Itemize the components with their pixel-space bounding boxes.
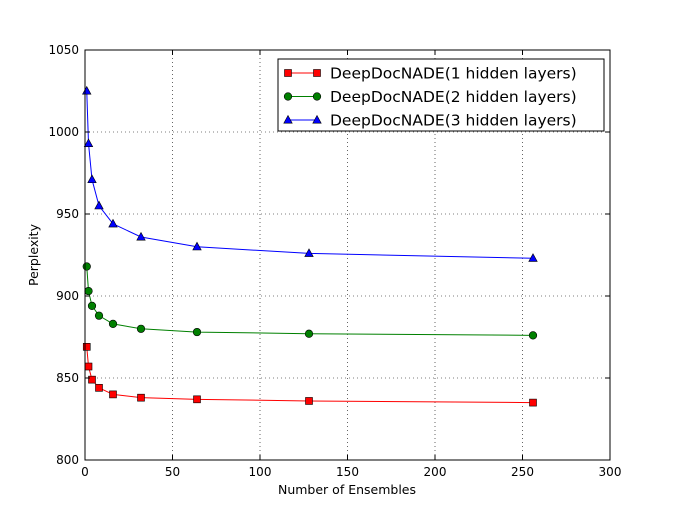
legend-label: DeepDocNADE(1 hidden layers) [330,65,577,83]
y-tick-label: 800 [56,453,79,467]
data-point [108,319,118,328]
data-point [529,398,537,407]
x-tick-label: 100 [249,465,272,479]
data-point [192,327,202,337]
data-point [94,311,104,320]
legend-marker [284,69,292,77]
y-tick-label: 900 [56,289,79,303]
x-tick-label: 50 [165,465,180,479]
legend: DeepDocNADE(1 hidden layers) DeepDocNADE(… [277,58,605,132]
legend-label: DeepDocNADE(2 hidden layers) [330,88,577,106]
data-point [94,200,104,210]
data-point [87,301,97,310]
x-tick-label: 0 [81,465,89,479]
legend-box [277,58,605,132]
data-point [137,393,145,402]
legend-entry-1: DeepDocNADE(1 hidden layers) [284,65,577,83]
series-3 [82,85,538,262]
data-point [87,174,97,184]
data-point [304,248,314,257]
x-tick-label: 250 [511,465,534,479]
data-point [304,329,314,338]
data-point [84,286,93,296]
data-point [192,241,202,251]
data-point [193,395,201,404]
legend-entry-3: DeepDocNADE(3 hidden layers) [283,112,577,130]
data-point [88,375,96,384]
data-point [528,331,538,340]
series-layer [82,85,538,407]
data-point [528,253,538,262]
axis-ticks: 0 50 100 150 200 250 300 800 850 900 950 1000 1050 [48,43,621,479]
legend-label: DeepDocNADE(3 hidden layers) [330,112,577,130]
legend-entry-2: DeepDocNADE(2 hidden layers) [283,88,577,106]
data-point [305,397,313,405]
data-point [83,138,94,147]
legend-marker [312,92,322,101]
series-1 [82,343,537,407]
y-tick-label: 850 [56,371,79,385]
data-point [136,324,146,333]
y-tick-label: 1050 [48,43,79,57]
x-tick-label: 200 [424,465,447,479]
data-point [82,262,91,271]
x-tick-label: 150 [336,465,359,479]
data-point [109,390,117,399]
legend-marker [283,92,293,101]
data-point [82,343,91,351]
data-point [95,384,103,392]
data-point [136,231,146,241]
legend-marker [312,114,322,124]
y-tick-label: 950 [56,207,79,221]
data-point [108,218,118,228]
data-point [84,362,93,371]
y-tick-label: 1000 [48,125,79,139]
x-axis-label: Number of Ensembles [278,482,416,497]
legend-marker [283,114,293,124]
x-tick-label: 300 [599,465,622,479]
y-axis-label: Perplexity [26,223,41,286]
legend-marker [313,69,321,77]
